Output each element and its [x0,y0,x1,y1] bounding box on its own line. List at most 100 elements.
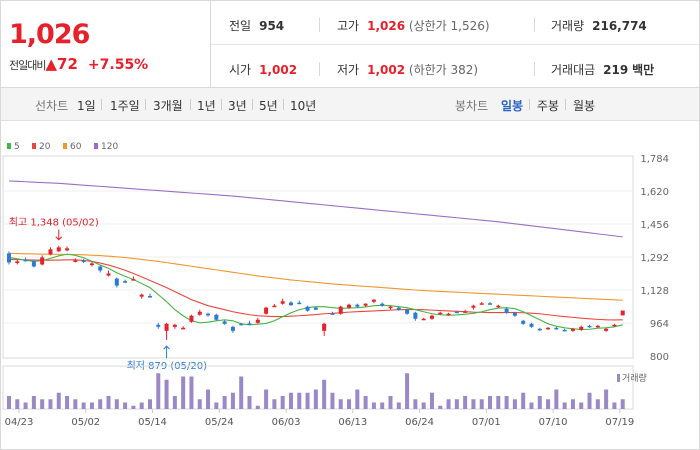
day-low-value: 1,002 [367,63,406,77]
volume-bar [222,396,227,409]
candle-body [537,328,542,331]
volume-bar [496,396,501,409]
volume-bar [56,392,61,409]
tab-monthly-candle[interactable]: 월봉 [573,99,596,113]
candle-body [338,306,343,314]
price-chart[interactable]: 1,784 1,620 1,456 1,292 1,128 964 800 5 20 60 120 최… [1,121,699,449]
volume-bar [454,399,459,409]
volume-frame [2,365,634,410]
quote-header: 1,026 전일대비▲72 +7.55% 전일 954 고가 1,026 (상한가 1… [1,1,699,88]
candle-body [463,311,468,313]
volume-bar [98,399,103,409]
candle-body [239,323,244,326]
candle-body [504,308,509,313]
volume-legend-swatch [617,374,620,382]
change-percent: +7.55% [87,57,149,73]
candle-chart-label: 봉차트 [455,99,489,113]
candle-body [529,323,534,327]
ma60-line [8,252,623,301]
volume-bar [31,396,36,409]
tab-1week[interactable]: 1주일 [110,99,140,113]
volume-bar [521,392,526,409]
volume-bar [405,373,410,409]
volume: 거래량 216,774 [551,19,647,33]
candle-body [363,303,368,306]
tab-daily-candle[interactable]: 일봉 [501,99,524,113]
tab-10year[interactable]: 10년 [290,99,317,113]
volume-bar [197,399,202,409]
candle-body [446,313,451,316]
candle-body [512,312,517,316]
candle-body [421,318,426,321]
candle-body [380,303,385,306]
volume-bar [156,373,161,409]
tab-1year[interactable]: 1년 [197,99,216,113]
candle-body [65,248,70,251]
candle-body [479,303,484,305]
volume-bar [288,392,293,409]
volume-bar [131,405,136,409]
candle-body [15,261,20,264]
candle-body [554,327,559,330]
day-high: 고가 1,026 (상한가 1,526) [337,19,490,33]
volume-bar [446,399,451,409]
candle-body [264,307,269,314]
trade-amount-unit: 백만 [632,63,655,77]
ma120-line [8,180,623,238]
legend-label: 120 [101,142,118,152]
tab-divider [565,99,566,110]
volume-bar [612,402,617,409]
tab-divider [283,99,284,110]
volume-bar [7,396,11,409]
high-annotation: 최고 1,348 (05/02) [9,217,99,229]
low-arrow-icon [163,345,170,350]
cell-divider [319,18,320,32]
candle-body [587,325,592,328]
candle-body [106,273,111,276]
tab-3year[interactable]: 3년 [228,99,247,113]
candle-body [488,303,493,305]
tab-weekly-candle[interactable]: 주봉 [537,99,560,113]
price-change: 전일대비▲72 +7.55% [9,55,148,73]
cell-divider [319,62,320,76]
candle-body [23,259,28,262]
x-tick-label: 06/03 [272,417,301,428]
volume-bar [595,399,600,409]
candle-body [139,294,144,297]
candle-body [206,313,211,316]
tab-5year[interactable]: 5년 [259,99,278,113]
y-tick-label: 1,292 [640,253,669,264]
volume-bar [81,402,86,409]
volume-bar [23,402,28,409]
tab-3month[interactable]: 3개월 [153,99,183,113]
x-tick-label: 07/10 [539,417,568,428]
volume-bar [396,402,401,409]
candle-body [297,302,302,305]
candle-body [579,326,584,330]
volume-bar [330,392,335,409]
upper-limit: (상한가 1,526) [408,19,490,33]
candle-body [280,301,285,304]
volume-legend-label: 거래량 [622,372,647,384]
x-tick-label: 06/24 [405,417,434,428]
volume-bar [413,399,418,409]
volume-bar [322,379,327,409]
volume-bar [537,396,542,409]
volume-bar [504,396,509,409]
candle-body [181,327,186,330]
volume-bar [139,402,144,409]
tab-1day[interactable]: 1일 [77,99,96,113]
volume-bar [471,399,476,409]
y-tick-label: 1,620 [640,187,669,198]
volume-bar [429,392,434,409]
candle-body [81,260,86,262]
candle-body [322,323,327,331]
candle-body [222,321,227,324]
x-tick-label: 04/23 [5,417,34,428]
volume-bar [181,376,186,409]
candle-body [247,323,252,325]
volume-bar [363,396,368,409]
volume-bar [123,402,128,409]
candle-body [89,263,94,266]
volume-bar [206,389,211,409]
